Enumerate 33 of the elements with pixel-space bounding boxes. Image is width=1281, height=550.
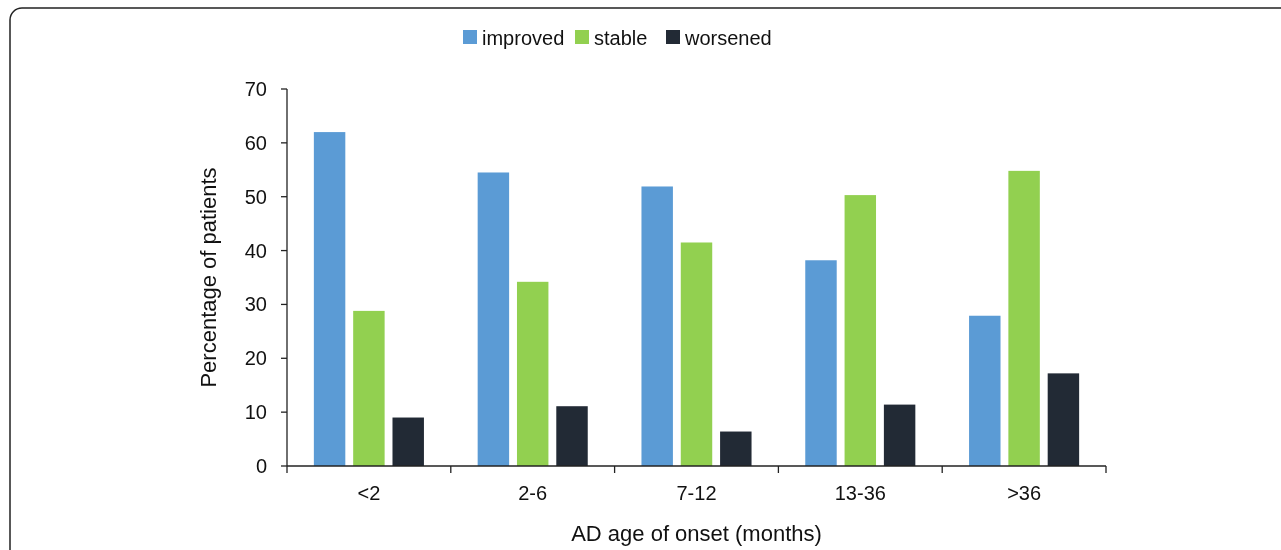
x-tick-label: 7-12 xyxy=(676,482,717,504)
bar xyxy=(720,431,752,466)
y-tick-label: 20 xyxy=(244,347,267,370)
y-tick-label: 70 xyxy=(244,78,267,100)
bar xyxy=(556,406,588,466)
bar xyxy=(844,195,877,466)
y-tick-label: 10 xyxy=(244,401,267,424)
bar xyxy=(1047,373,1080,466)
x-tick-label: >36 xyxy=(1007,482,1042,504)
x-tick-label: 2-6 xyxy=(518,482,548,504)
bar xyxy=(641,186,673,466)
bar xyxy=(883,404,916,466)
bar xyxy=(353,310,385,466)
legend-label: improved xyxy=(482,27,565,49)
y-tick-label: 30 xyxy=(244,293,267,316)
y-tick-label: 0 xyxy=(255,455,267,477)
bar xyxy=(969,315,1001,466)
legend-label: worsened xyxy=(684,27,772,49)
y-tick-label: 60 xyxy=(244,131,267,154)
bar xyxy=(805,260,837,466)
y-tick-label: 50 xyxy=(244,185,267,208)
x-tick-label: 13-36 xyxy=(834,482,886,504)
legend-label: stable xyxy=(594,27,648,49)
x-axis-title: AD age of onset (months) xyxy=(571,521,822,546)
x-tick-label: <2 xyxy=(357,482,381,504)
y-tick-label: 40 xyxy=(244,239,267,262)
y-axis-title: Percentage of patients xyxy=(196,167,221,388)
bar xyxy=(680,242,713,466)
bar xyxy=(1008,170,1040,466)
bar xyxy=(392,417,424,466)
bar xyxy=(516,281,549,466)
bar xyxy=(477,172,510,466)
bar xyxy=(313,132,346,466)
